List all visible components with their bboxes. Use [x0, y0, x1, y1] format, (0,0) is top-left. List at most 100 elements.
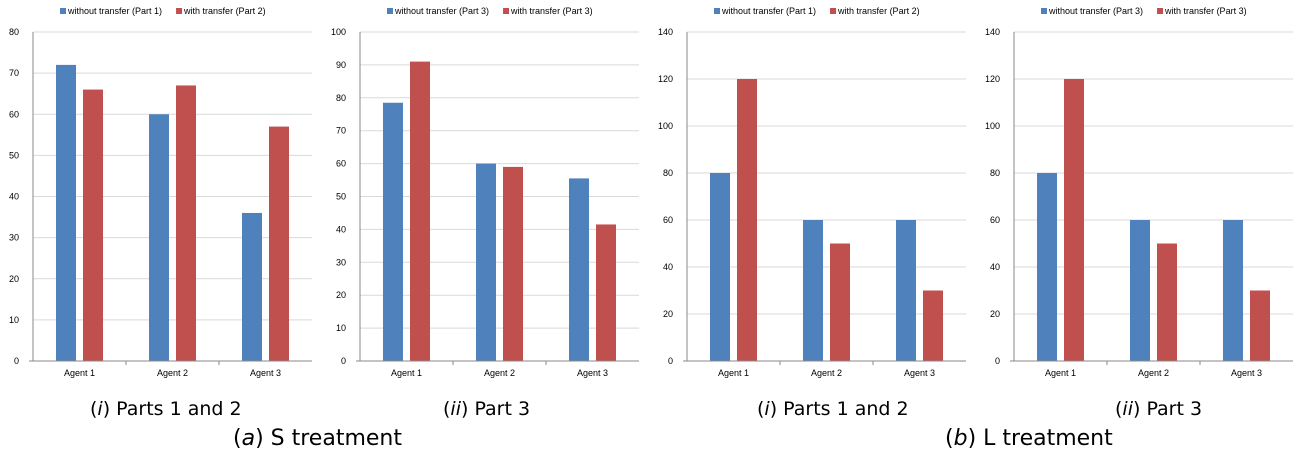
y-tick-label: 80	[990, 168, 1000, 178]
bar-without-transfer-1	[1037, 173, 1057, 361]
bar-without-transfer-1	[710, 173, 730, 361]
x-tick-label: Agent 1	[1045, 368, 1076, 378]
bar-with-transfer-2	[176, 85, 196, 362]
y-tick-label: 0	[341, 356, 346, 366]
bar-without-transfer-3	[242, 212, 262, 361]
y-tick-label: 40	[336, 224, 346, 234]
y-tick-label: 100	[658, 121, 673, 131]
x-tick-label: Agent 2	[157, 368, 188, 378]
y-tick-label: 60	[990, 215, 1000, 225]
bar-without-transfer-2	[1130, 220, 1150, 361]
chart-panel-2: 0 10 20 30 40 50 60 70 80 90 100 Agent 1 Agent 2 Agen…	[327, 0, 654, 388]
legend-swatch	[503, 8, 510, 14]
bar-with-transfer-3	[596, 224, 616, 361]
y-tick-label: 60	[9, 109, 19, 119]
legend-swatch	[1041, 8, 1047, 14]
x-tick-label: Agent 3	[904, 368, 935, 378]
x-tick-label: Agent 2	[1138, 368, 1169, 378]
y-tick-label: 70	[336, 126, 346, 136]
bar-without-transfer-2	[149, 114, 169, 361]
bar-chart-2: 0 10 20 30 40 50 60 70 80 90 100 Agent 1 Agent 2 Agen…	[331, 6, 639, 378]
bar-with-transfer-1	[83, 89, 103, 361]
chart-panel-1: 0 10 20 30 40 50 60 70 80 Agent 1 Agent 2 Agent 3 wi…	[0, 0, 327, 388]
y-tick-label: 60	[663, 215, 673, 225]
x-tick-label: Agent 2	[811, 368, 842, 378]
bar-without-transfer-3	[896, 220, 916, 361]
caption-text: Parts 1 and 2	[116, 398, 242, 420]
bar-without-transfer-3	[569, 178, 589, 361]
legend-swatch	[60, 8, 66, 14]
x-tick-label: Agent 3	[1231, 368, 1262, 378]
bar-without-transfer-1	[383, 102, 403, 362]
bar-chart-1: 0 10 20 30 40 50 60 70 80 Agent 1 Agent 2 Agent 3 wi…	[9, 6, 312, 378]
y-tick-label: 100	[985, 121, 1000, 131]
y-tick-label: 50	[9, 150, 19, 160]
caption-roman: i	[764, 398, 770, 420]
caption-roman: ii	[450, 398, 461, 420]
bar-with-transfer-1	[737, 79, 757, 361]
bar-without-transfer-3	[1223, 220, 1243, 361]
y-tick-label: 20	[663, 309, 673, 319]
y-tick-label: 10	[336, 323, 346, 333]
panel-caption-3: (i) Parts 1 and 2	[757, 398, 909, 420]
chart-panel-4: 0 20 40 60 80 100 120 140 Agent 1 Agent 2 Agent 3 w…	[981, 0, 1308, 388]
legend-label: with transfer (Part 3)	[510, 6, 593, 16]
panel-caption-1: (i) Parts 1 and 2	[90, 398, 242, 420]
y-tick-label: 80	[9, 27, 19, 37]
y-tick-label: 70	[9, 68, 19, 78]
legend-swatch	[714, 8, 720, 14]
bar-with-transfer-3	[1250, 290, 1270, 361]
group-caption-s: (a) S treatment	[233, 426, 402, 451]
y-tick-label: 120	[985, 74, 1000, 84]
legend-label: with transfer (Part 2)	[837, 6, 920, 16]
legend-label: without transfer (Part 1)	[721, 6, 816, 16]
group-label: L treatment	[983, 426, 1113, 451]
caption-roman: i	[97, 398, 103, 420]
y-tick-label: 30	[336, 257, 346, 267]
group-letter: a	[241, 426, 256, 451]
y-tick-label: 20	[336, 290, 346, 300]
bar-chart-3: 0 20 40 60 80 100 120 140 Agent 1 Agent 2 Agent 3 w…	[658, 6, 966, 378]
y-tick-label: 120	[658, 74, 673, 84]
x-tick-label: Agent 1	[718, 368, 749, 378]
y-tick-label: 10	[9, 315, 19, 325]
x-tick-label: Agent 3	[577, 368, 608, 378]
y-tick-label: 60	[336, 159, 346, 169]
caption-text: Parts 1 and 2	[783, 398, 909, 420]
bar-chart-4: 0 20 40 60 80 100 120 140 Agent 1 Agent 2 Agent 3 w…	[985, 6, 1293, 378]
y-tick-label: 140	[658, 27, 673, 37]
legend-label: without transfer (Part 3)	[1048, 6, 1143, 16]
legend-label: without transfer (Part 1)	[67, 6, 162, 16]
bar-with-transfer-2	[830, 243, 850, 361]
bar-with-transfer-1	[410, 61, 430, 362]
group-label: S treatment	[270, 426, 402, 451]
y-tick-label: 90	[336, 60, 346, 70]
group-caption-l: (b) L treatment	[945, 426, 1113, 451]
chart-panel-3: 0 20 40 60 80 100 120 140 Agent 1 Agent 2 Agent 3 w…	[654, 0, 981, 388]
caption-roman: ii	[1122, 398, 1133, 420]
x-tick-label: Agent 1	[391, 368, 422, 378]
caption-text: Part 3	[474, 398, 531, 420]
y-tick-label: 0	[14, 356, 19, 366]
y-tick-label: 100	[331, 27, 346, 37]
y-tick-label: 40	[9, 192, 19, 202]
group-letter: b	[953, 426, 968, 451]
legend-label: with transfer (Part 2)	[183, 6, 266, 16]
bar-without-transfer-2	[476, 163, 496, 361]
legend-swatch	[387, 8, 393, 14]
x-tick-label: Agent 2	[484, 368, 515, 378]
bar-with-transfer-2	[503, 166, 523, 361]
bar-without-transfer-2	[803, 220, 823, 361]
y-tick-label: 40	[990, 262, 1000, 272]
y-tick-label: 80	[336, 93, 346, 103]
legend-swatch	[830, 8, 837, 14]
y-tick-label: 0	[995, 356, 1000, 366]
panel-caption-2: (ii) Part 3	[443, 398, 531, 420]
y-tick-label: 140	[985, 27, 1000, 37]
caption-text: Part 3	[1146, 398, 1203, 420]
bar-with-transfer-3	[923, 290, 943, 361]
legend-label: with transfer (Part 3)	[1164, 6, 1247, 16]
bar-with-transfer-1	[1064, 79, 1084, 361]
legend-swatch	[1157, 8, 1164, 14]
bar-without-transfer-1	[56, 64, 76, 362]
